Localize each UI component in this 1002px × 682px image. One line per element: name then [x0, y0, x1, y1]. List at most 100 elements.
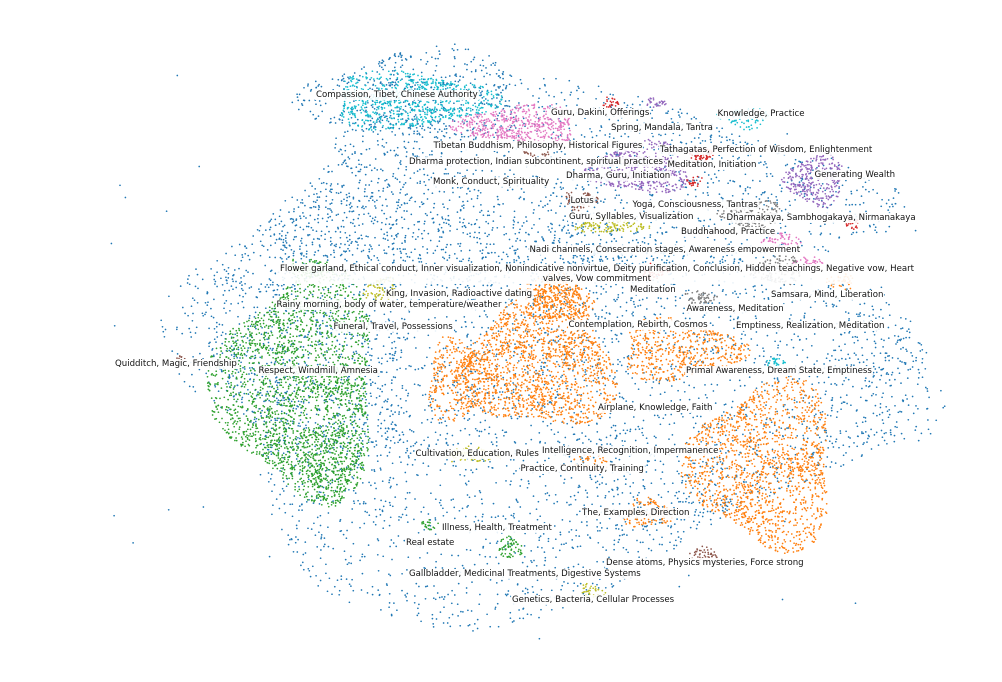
background-point [794, 158, 797, 161]
background-point [366, 405, 368, 407]
background-point [758, 162, 760, 164]
background-point [559, 205, 561, 208]
background-point [430, 284, 433, 287]
background-point [323, 494, 326, 496]
background-point [840, 408, 842, 411]
background-point [674, 375, 676, 377]
background-point [319, 524, 322, 527]
background-point [841, 357, 843, 360]
background-point [206, 304, 209, 306]
background-point [595, 134, 598, 137]
background-point [348, 488, 350, 491]
background-point [757, 490, 759, 493]
background-point [300, 564, 302, 567]
background-point [479, 593, 481, 596]
background-point [462, 611, 464, 613]
background-point [834, 440, 837, 443]
background-point [606, 527, 609, 530]
background-point [539, 475, 541, 478]
background-point [400, 252, 403, 254]
background-point [406, 337, 409, 340]
background-point [467, 419, 469, 422]
background-point [526, 613, 529, 616]
background-point [221, 283, 224, 286]
background-point [467, 259, 470, 262]
background-point [678, 460, 680, 463]
background-point [365, 205, 367, 208]
background-point [466, 284, 469, 287]
background-point [900, 382, 902, 384]
background-point [811, 396, 814, 398]
background-point [408, 256, 411, 258]
background-point [863, 416, 865, 419]
background-point [726, 509, 728, 512]
background-point [340, 148, 342, 151]
background-point [832, 339, 835, 341]
background-point [423, 222, 426, 225]
background-point [417, 384, 420, 386]
background-point [460, 133, 463, 136]
background-point [427, 404, 430, 407]
background-point [683, 518, 686, 521]
background-point [377, 177, 380, 180]
background-point [434, 316, 436, 319]
background-point [495, 355, 497, 357]
background-point [838, 237, 840, 239]
background-point [643, 315, 646, 318]
background-point [499, 85, 501, 88]
background-point [404, 182, 407, 184]
background-point [317, 249, 320, 252]
background-point [489, 410, 491, 412]
background-point [594, 313, 596, 315]
background-point [766, 334, 769, 337]
background-point [476, 197, 479, 200]
background-point [286, 331, 289, 334]
background-point [628, 241, 630, 244]
background-point [755, 387, 758, 390]
background-point [784, 225, 787, 228]
background-point [552, 339, 555, 342]
background-point [850, 192, 853, 195]
background-point [848, 445, 851, 448]
background-point [445, 438, 447, 440]
background-point [544, 492, 547, 495]
background-point [284, 199, 287, 202]
background-point [358, 418, 361, 421]
background-point [249, 325, 252, 327]
background-point [405, 514, 408, 517]
background-point [864, 417, 867, 419]
background-point [440, 248, 443, 251]
background-point [460, 326, 463, 329]
background-point [329, 208, 331, 210]
background-point [704, 487, 706, 490]
background-point [530, 438, 533, 441]
background-point [585, 287, 588, 290]
background-point [518, 257, 520, 259]
background-point [738, 453, 740, 456]
background-point [533, 223, 535, 226]
background-point [311, 293, 314, 296]
background-point [430, 362, 433, 365]
background-point [453, 409, 456, 412]
background-point [586, 521, 588, 523]
background-point [485, 246, 488, 249]
background-point [543, 331, 546, 334]
background-point [366, 511, 368, 514]
background-point [404, 194, 407, 196]
background-point [521, 590, 524, 592]
background-point [403, 146, 406, 148]
background-point [744, 141, 747, 144]
background-point [356, 466, 359, 469]
background-point [276, 384, 278, 387]
background-point [550, 428, 553, 431]
background-point [337, 415, 339, 417]
background-point [405, 506, 408, 509]
background-point [733, 258, 736, 260]
background-point [831, 442, 834, 445]
background-point [679, 540, 682, 543]
background-point [266, 362, 268, 365]
background-point [670, 368, 673, 370]
background-point [232, 375, 234, 377]
background-point [496, 593, 499, 596]
background-point [495, 436, 498, 439]
